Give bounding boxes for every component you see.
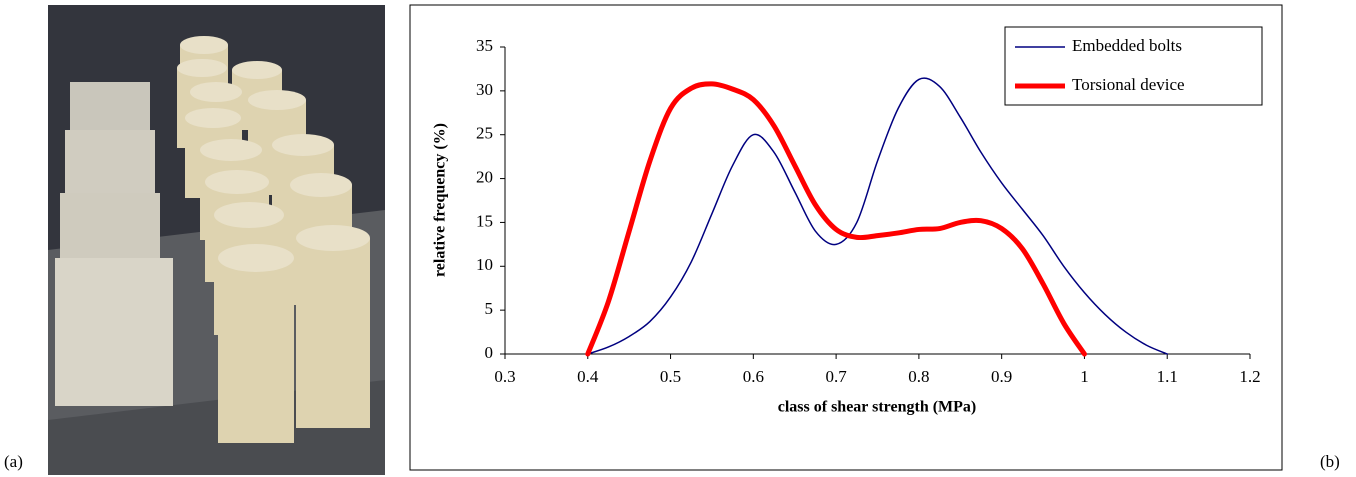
y-tick-label: 0 bbox=[485, 343, 494, 362]
cube bbox=[70, 82, 150, 132]
x-tick-label: 0.5 bbox=[660, 367, 681, 386]
legend-label: Embedded bolts bbox=[1072, 36, 1182, 55]
x-tick-label: 1 bbox=[1080, 367, 1089, 386]
panel-label: (b) bbox=[1320, 452, 1340, 471]
x-tick-label: 0.3 bbox=[494, 367, 515, 386]
panel-label: (a) bbox=[4, 452, 23, 471]
cube bbox=[55, 258, 173, 406]
photo bbox=[48, 5, 385, 475]
x-tick-label: 1.2 bbox=[1239, 367, 1260, 386]
cylinders bbox=[177, 36, 370, 443]
line-series bbox=[585, 81, 1087, 357]
y-tick-label: 35 bbox=[476, 36, 493, 55]
cube bbox=[65, 130, 155, 195]
x-tick-label: 1.1 bbox=[1157, 367, 1178, 386]
cube bbox=[60, 193, 160, 263]
x-tick-label: 0.7 bbox=[825, 367, 847, 386]
y-tick-label: 30 bbox=[476, 80, 493, 99]
x-tick-label: 0.9 bbox=[991, 367, 1012, 386]
y-tick-label: 10 bbox=[476, 255, 493, 274]
x-tick-label: 0.8 bbox=[908, 367, 929, 386]
x-axis-label: class of shear strength (MPa) bbox=[778, 399, 977, 416]
legend-label: Torsional device bbox=[1072, 75, 1185, 94]
y-tick-label: 15 bbox=[476, 211, 493, 230]
x-tick-label: 0.4 bbox=[577, 367, 599, 386]
y-axis-label: relative frequency (%) bbox=[432, 123, 449, 277]
line-series bbox=[587, 77, 1168, 355]
legend-box bbox=[1004, 26, 1263, 106]
x-tick-label: 0.6 bbox=[743, 367, 764, 386]
y-tick-label: 25 bbox=[476, 124, 493, 143]
y-tick-label: 5 bbox=[485, 299, 494, 318]
y-tick-label: 20 bbox=[476, 167, 493, 186]
